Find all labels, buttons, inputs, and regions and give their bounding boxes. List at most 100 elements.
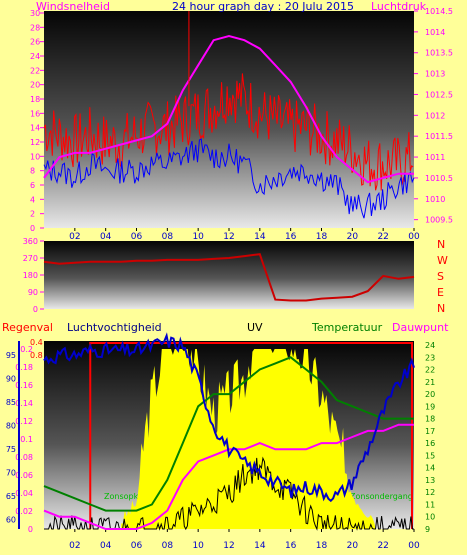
climate-x-tick-label: 10 (192, 541, 204, 551)
climate-x-tick-label: 16 (285, 541, 297, 551)
wind-speed-label: Windsnelheid (36, 0, 110, 13)
humidity-y-tick-label: 65 (6, 492, 16, 501)
uv-y-tick-label: 0.08 (15, 453, 33, 462)
uv-y-tick-label: 0.14 (15, 399, 33, 408)
humidity-y-tick-label: 95 (6, 351, 16, 360)
wind-x-tick-label: 22 (377, 232, 388, 242)
uv-y-tick-label: 0.12 (15, 417, 33, 426)
wind-y-tick-label: 12 (30, 138, 40, 147)
temperature-label: Temperatuur (311, 321, 383, 334)
climate-x-tick-label: 06 (131, 541, 143, 551)
pressure-y-tick-label: 1013.5 (425, 49, 453, 58)
temperature-y-tick-label: 24 (425, 341, 435, 350)
climate-x-tick-label: 04 (100, 541, 112, 551)
humidity-y-tick-label: 85 (6, 398, 16, 407)
wind-x-tick-label: 10 (192, 232, 204, 242)
rain-y-tick-label: 0.4 (30, 338, 43, 347)
compass-label: W (437, 254, 448, 267)
humidity-y-tick-label: 60 (6, 516, 16, 525)
uv-y-tick-label: 0.18 (15, 363, 33, 372)
chart-title: 24 hour graph day : 20 Julu 2015 (172, 0, 354, 13)
pressure-y-tick-label: 1011 (425, 153, 445, 162)
wind-x-tick-label: 06 (131, 232, 143, 242)
wind-y-tick-label: 14 (30, 124, 40, 133)
compass-label: N (437, 302, 445, 315)
uv-y-tick-label: 0.04 (15, 489, 33, 498)
compass-label: S (437, 270, 444, 283)
temperature-y-tick-label: 21 (425, 378, 435, 387)
climate-x-tick-label: 18 (316, 541, 328, 551)
pressure-y-tick-label: 1014 (425, 28, 445, 37)
wind-y-tick-label: 18 (30, 95, 40, 104)
direction-y-tick-label: 90 (28, 288, 38, 297)
climate-x-tick-label: 00 (408, 541, 420, 551)
uv-y-tick-label: 0.02 (15, 507, 33, 516)
climate-x-tick-label: 20 (347, 541, 359, 551)
wind-y-tick-label: 30 (30, 9, 40, 18)
uv-y-tick-label: 0.16 (15, 381, 33, 390)
pressure-y-tick-label: 1010.5 (425, 174, 453, 183)
climate-x-tick-label: 12 (223, 541, 234, 551)
wind-y-tick-label: 28 (30, 23, 40, 32)
humidity-label: Luchtvochtigheid (67, 321, 162, 334)
temperature-series-line (43, 356, 414, 512)
humidity-y-tick-label: 80 (6, 422, 16, 431)
temperature-y-tick-label: 13 (425, 476, 435, 485)
wind-x-tick-label: 16 (285, 232, 297, 242)
temperature-y-tick-label: 16 (425, 439, 435, 448)
pressure-y-tick-label: 1013 (425, 70, 445, 79)
wind-y-tick-label: 10 (30, 152, 40, 161)
pressure-y-tick-label: 1010 (425, 195, 445, 204)
temperature-y-tick-label: 23 (425, 353, 435, 362)
uv-series-line (44, 456, 414, 531)
uv-y-tick-label: 0.2 (20, 345, 33, 354)
pressure-label: Luchtdruk (371, 0, 427, 13)
compass-label: E (437, 286, 444, 299)
wind-y-tick-label: 0 (30, 224, 35, 233)
climate-x-tick-label: 08 (162, 541, 174, 551)
wind-y-tick-label: 4 (30, 195, 35, 204)
pressure-series-line (43, 34, 414, 184)
uv-y-tick-label: 0.1 (20, 435, 33, 444)
wind-panel-bg (44, 11, 414, 228)
temperature-y-tick-label: 19 (425, 402, 435, 411)
humidity-y-tick-label: 70 (6, 469, 16, 478)
direction-series-line (43, 253, 415, 302)
wind-x-tick-label: 04 (100, 232, 112, 242)
uv-y-tick-label: 0 (28, 525, 33, 534)
wind-y-tick-label: 16 (30, 109, 40, 118)
humidity-y-tick-label: 90 (6, 375, 16, 384)
humidity-series-line (43, 332, 415, 503)
uv-label: UV (247, 321, 263, 334)
compass-label: N (437, 238, 445, 251)
wind-y-tick-label: 26 (30, 38, 40, 47)
wind-y-tick-label: 2 (30, 210, 35, 219)
pressure-y-tick-label: 1009.5 (425, 216, 453, 225)
direction-y-tick-label: 360 (23, 237, 38, 246)
temperature-y-tick-label: 22 (425, 366, 435, 375)
sunrise-label: Zonsopkomst (104, 492, 158, 501)
temperature-y-tick-label: 17 (425, 427, 435, 436)
direction-y-tick-label: 180 (23, 271, 38, 280)
wind-x-tick-label: 14 (254, 232, 266, 242)
rain-label: Regenval (2, 321, 53, 334)
wind-x-tick-label: 20 (347, 232, 359, 242)
uv-y-tick-label: 0.06 (15, 471, 33, 480)
rain-y-tick-label: 0.8 (30, 351, 43, 360)
direction-panel-bg (44, 241, 414, 309)
temperature-y-tick-label: 9 (425, 525, 430, 534)
wind-x-tick-label: 12 (223, 232, 234, 242)
wind-x-tick-label: 00 (408, 232, 420, 242)
wind-x-tick-label: 02 (69, 232, 80, 242)
wind-y-tick-label: 20 (30, 81, 40, 90)
temperature-y-tick-label: 14 (425, 464, 435, 473)
pressure-y-tick-label: 1012.5 (425, 90, 453, 99)
temperature-y-tick-label: 15 (425, 451, 435, 460)
direction-y-tick-label: 270 (23, 254, 38, 263)
wind-gust-series-line (43, 73, 414, 191)
temperature-y-tick-label: 10 (425, 513, 435, 522)
wind-y-tick-label: 22 (30, 66, 40, 75)
direction-y-tick-label: 0 (33, 305, 38, 314)
wind-speed-series-line (43, 138, 415, 219)
dewpoint-label: Dauwpunt (392, 321, 449, 334)
